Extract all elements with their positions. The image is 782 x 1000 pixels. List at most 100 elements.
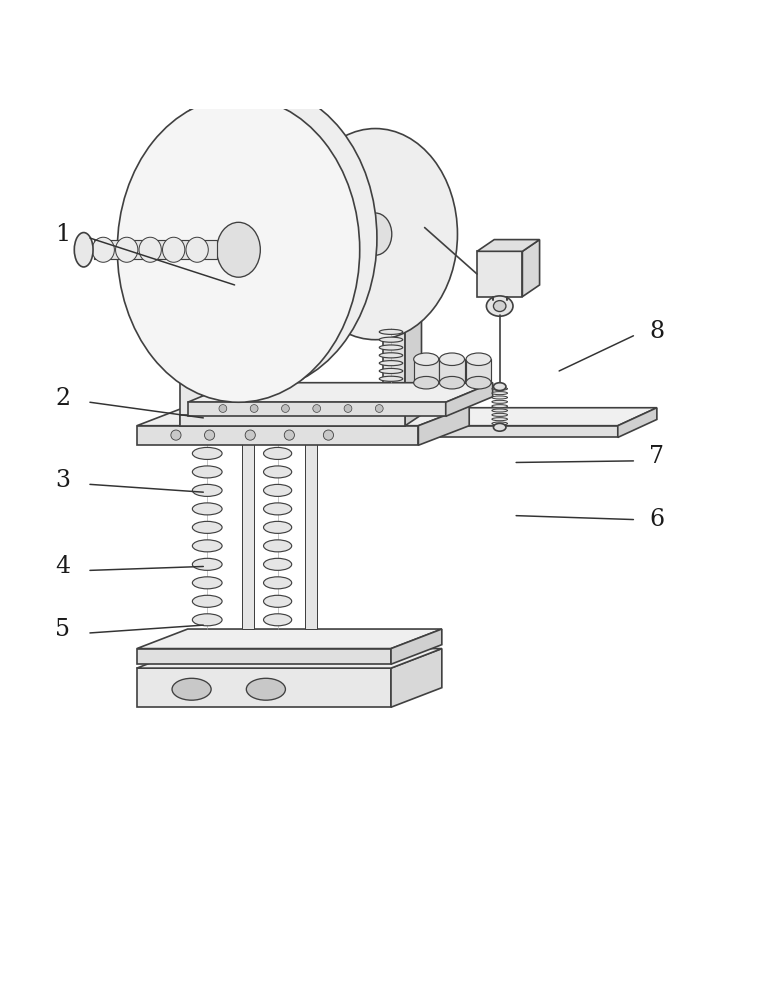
Ellipse shape [275, 361, 303, 366]
Ellipse shape [379, 361, 403, 366]
Ellipse shape [217, 222, 260, 277]
Ellipse shape [92, 237, 114, 262]
Polygon shape [522, 240, 540, 297]
Ellipse shape [264, 466, 292, 478]
Ellipse shape [492, 422, 508, 425]
Ellipse shape [264, 614, 292, 626]
Ellipse shape [493, 301, 506, 312]
Ellipse shape [275, 376, 303, 381]
Polygon shape [618, 408, 657, 437]
Ellipse shape [246, 430, 255, 440]
Ellipse shape [375, 405, 383, 412]
Ellipse shape [250, 405, 258, 412]
Ellipse shape [246, 678, 285, 700]
Text: 4: 4 [55, 555, 70, 578]
Ellipse shape [264, 484, 292, 496]
Text: 5: 5 [55, 618, 70, 641]
Ellipse shape [492, 418, 508, 421]
Polygon shape [137, 629, 442, 649]
Ellipse shape [264, 429, 292, 441]
Ellipse shape [379, 368, 403, 374]
Ellipse shape [264, 595, 292, 607]
Ellipse shape [492, 405, 508, 408]
Polygon shape [477, 240, 540, 251]
Polygon shape [137, 649, 391, 664]
Ellipse shape [492, 387, 508, 390]
Polygon shape [137, 668, 391, 707]
Ellipse shape [172, 678, 211, 700]
Polygon shape [180, 250, 202, 426]
Polygon shape [137, 426, 418, 445]
Ellipse shape [264, 447, 292, 459]
Text: 3: 3 [55, 469, 70, 492]
Ellipse shape [205, 430, 214, 440]
Ellipse shape [492, 396, 508, 399]
Ellipse shape [414, 353, 439, 365]
Ellipse shape [275, 345, 303, 350]
Ellipse shape [466, 353, 491, 365]
Ellipse shape [275, 353, 303, 358]
Polygon shape [439, 359, 465, 383]
Ellipse shape [192, 503, 222, 515]
Ellipse shape [74, 233, 93, 267]
Ellipse shape [275, 329, 303, 334]
Ellipse shape [492, 400, 508, 403]
Ellipse shape [264, 540, 292, 552]
Polygon shape [202, 239, 218, 426]
Ellipse shape [192, 614, 222, 626]
Ellipse shape [192, 429, 222, 441]
Polygon shape [414, 359, 439, 383]
Ellipse shape [344, 405, 352, 412]
Ellipse shape [293, 129, 457, 340]
Ellipse shape [264, 558, 292, 570]
Ellipse shape [439, 353, 465, 365]
Ellipse shape [379, 353, 403, 358]
Ellipse shape [493, 423, 506, 431]
Ellipse shape [170, 430, 181, 440]
Ellipse shape [264, 521, 292, 533]
Polygon shape [137, 649, 442, 668]
Ellipse shape [192, 595, 222, 607]
Polygon shape [282, 426, 618, 437]
Polygon shape [466, 359, 491, 383]
Ellipse shape [359, 213, 392, 255]
Ellipse shape [379, 376, 403, 381]
Text: 7: 7 [649, 445, 665, 468]
Ellipse shape [282, 405, 289, 412]
Ellipse shape [323, 430, 333, 440]
Ellipse shape [313, 405, 321, 412]
Ellipse shape [192, 540, 222, 552]
Ellipse shape [492, 409, 508, 412]
Polygon shape [418, 406, 469, 445]
Ellipse shape [117, 97, 360, 402]
Polygon shape [137, 406, 469, 426]
Polygon shape [305, 426, 317, 629]
Ellipse shape [192, 484, 222, 496]
Polygon shape [383, 250, 405, 426]
Ellipse shape [486, 296, 513, 316]
Polygon shape [180, 237, 405, 250]
Ellipse shape [492, 413, 508, 416]
Polygon shape [282, 408, 657, 426]
Polygon shape [405, 226, 421, 250]
Ellipse shape [264, 503, 292, 515]
Polygon shape [242, 426, 254, 629]
Polygon shape [446, 383, 493, 416]
Ellipse shape [379, 337, 403, 342]
Ellipse shape [135, 86, 377, 391]
Ellipse shape [439, 376, 465, 389]
Ellipse shape [116, 237, 138, 262]
Text: 6: 6 [649, 508, 665, 531]
Ellipse shape [414, 376, 439, 389]
Ellipse shape [466, 376, 491, 389]
Ellipse shape [285, 430, 295, 440]
Polygon shape [188, 383, 493, 402]
Ellipse shape [379, 329, 403, 334]
Text: 2: 2 [55, 387, 70, 410]
Text: 8: 8 [649, 320, 665, 343]
Ellipse shape [192, 447, 222, 459]
Ellipse shape [219, 405, 227, 412]
Ellipse shape [275, 337, 303, 342]
Ellipse shape [163, 237, 185, 262]
Ellipse shape [264, 577, 292, 589]
